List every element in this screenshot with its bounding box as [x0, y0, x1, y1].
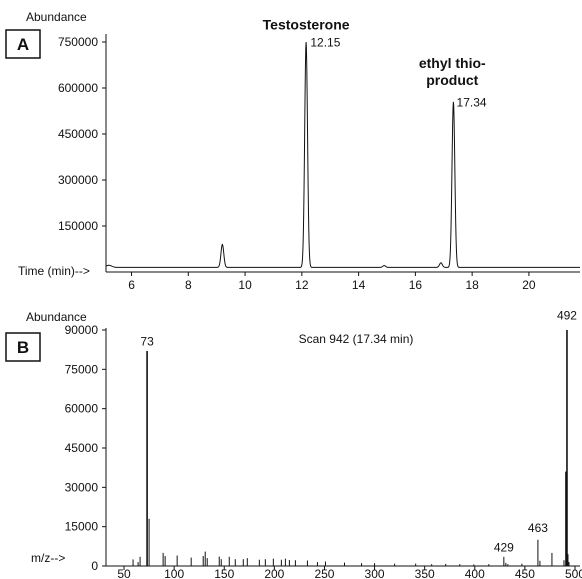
panel-a-ytick-label: 750000: [58, 35, 98, 49]
panel-a-ytick-label: 600000: [58, 81, 98, 95]
panel-a-xtick-label: 12: [295, 278, 309, 292]
panel-a-xtick-label: 8: [185, 278, 192, 292]
panel-a-ytick-label: 150000: [58, 219, 98, 233]
panel-b-ylabel: Abundance: [26, 310, 87, 324]
panel-b-xtick-label: 450: [515, 567, 535, 579]
panel-b-xtick-label: 100: [164, 567, 184, 579]
panel-a-ytick-label: 450000: [58, 127, 98, 141]
panel-b-xtick-label: 200: [264, 567, 284, 579]
panel-b-ytick-label: 0: [91, 559, 98, 573]
panel-a-xtick-label: 18: [465, 278, 479, 292]
panel-b-peak-label: 73: [140, 335, 154, 349]
panel-b-letter-box: [5, 332, 41, 362]
panel-a-ylabel: Abundance: [26, 10, 87, 24]
panel-b-title: Scan 942 (17.34 min): [299, 332, 414, 346]
panel-b-peak-label: 463: [528, 521, 548, 535]
panel-a-xtick-label: 10: [238, 278, 252, 292]
panel-b-peak-label: 429: [494, 541, 514, 555]
panel-b-xtick-label: 300: [365, 567, 385, 579]
panel-a-xtick-label: 6: [128, 278, 135, 292]
panel-b-xtick-label: 50: [117, 567, 131, 579]
panel-a-peak-name-label: product: [426, 72, 478, 88]
panel-a-xtick-label: 14: [352, 278, 366, 292]
panel-b-xtick-label: 500: [565, 567, 582, 579]
panel-b-xtick-label: 400: [465, 567, 485, 579]
panel-a-peak-name-label: Testosterone: [263, 17, 350, 33]
panel-b-xtick-label: 250: [314, 567, 334, 579]
panel-a-retention-time-label: 12.15: [310, 36, 340, 50]
panel-b-ytick-label: 45000: [65, 441, 99, 455]
panel-a-letter-box: [5, 29, 41, 59]
panel-a: Abundance A Time (min)--> 150000 300000 45…: [5, 10, 580, 292]
panel-a-ytick-label: 300000: [58, 173, 98, 187]
panel-b-xtick-label: 350: [415, 567, 435, 579]
panel-a-letter: A: [17, 35, 29, 54]
panel-b-ytick-label: 15000: [65, 520, 99, 534]
panel-a-peak-name-label: ethyl thio-: [419, 55, 486, 71]
panel-a-xtick-label: 20: [522, 278, 536, 292]
panel-a-xlabel: Time (min)-->: [18, 264, 90, 278]
panel-b-ytick-label: 90000: [65, 323, 99, 337]
panel-a-retention-time-label: 17.34: [457, 95, 487, 109]
panel-b-peak-label: 492: [557, 309, 577, 323]
panel-b-xtick-label: 150: [214, 567, 234, 579]
panel-b-xlabel: m/z-->: [31, 551, 65, 565]
panel-a-xtick-label: 16: [409, 278, 423, 292]
panel-b-ytick-label: 30000: [65, 480, 99, 494]
panel-b-ytick-label: 75000: [65, 362, 99, 376]
panel-b-letter: B: [17, 338, 29, 357]
panel-b: Abundance B m/z--> Scan 942 (17.34 min) …: [5, 309, 582, 579]
panel-a-chromatogram-trace: [105, 41, 580, 268]
panel-b-ytick-label: 60000: [65, 402, 99, 416]
